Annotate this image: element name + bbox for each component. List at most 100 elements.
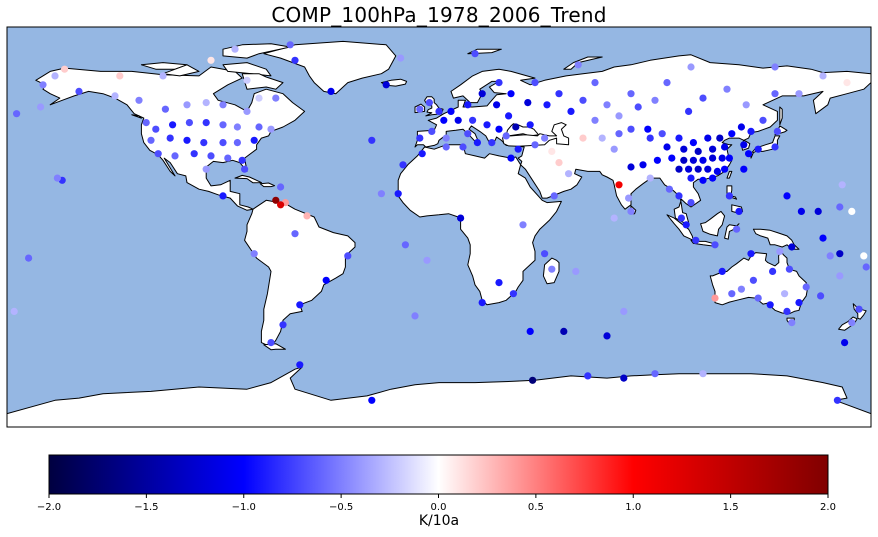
station-marker xyxy=(53,174,62,182)
station-marker xyxy=(723,85,731,93)
station-marker xyxy=(519,221,527,229)
station-marker xyxy=(862,263,870,271)
station-marker xyxy=(627,207,635,215)
station-marker xyxy=(841,339,849,347)
station-marker xyxy=(728,130,736,138)
station-marker xyxy=(435,107,443,115)
land-polygon xyxy=(244,199,356,348)
station-marker xyxy=(833,396,842,404)
station-marker xyxy=(797,207,806,215)
station-marker xyxy=(296,301,304,309)
colorbar-tick-label: −1.5 xyxy=(134,502,158,513)
station-marker xyxy=(507,154,515,162)
station-marker xyxy=(653,156,662,164)
station-marker xyxy=(202,165,210,173)
station-marker xyxy=(524,99,532,107)
station-marker xyxy=(836,250,844,258)
station-marker xyxy=(709,154,717,162)
colorbar-tick-label: −2.0 xyxy=(37,502,61,513)
land-polygon xyxy=(7,366,871,427)
station-marker xyxy=(627,125,635,133)
station-marker xyxy=(531,79,539,87)
station-marker xyxy=(771,63,779,71)
station-marker xyxy=(725,192,734,200)
station-marker xyxy=(680,156,688,164)
colorbar-tick-label: −1.0 xyxy=(232,502,256,513)
station-marker xyxy=(745,150,753,158)
station-marker xyxy=(747,127,755,135)
land-polygon xyxy=(162,64,200,77)
station-marker xyxy=(541,134,549,142)
station-marker xyxy=(224,154,232,162)
station-marker xyxy=(442,134,450,142)
station-marker xyxy=(771,143,779,151)
station-marker xyxy=(651,370,659,378)
station-marker xyxy=(742,101,750,109)
station-marker xyxy=(296,361,304,369)
station-marker xyxy=(689,139,698,147)
station-marker xyxy=(416,134,424,142)
station-marker xyxy=(411,312,419,320)
land-polygon xyxy=(234,174,262,184)
station-marker xyxy=(591,79,599,87)
station-marker xyxy=(502,132,510,140)
station-marker xyxy=(680,145,688,153)
station-marker xyxy=(459,143,467,151)
station-marker xyxy=(454,116,462,124)
colorbar-ticks: −2.0 −1.5 −1.0 −0.5 0.0 0.5 1.0 1.5 2.0 xyxy=(37,494,836,513)
station-marker xyxy=(514,145,522,153)
land-polygon xyxy=(779,106,783,126)
land-polygon xyxy=(222,62,272,77)
map-title: COMP_100hPa_1978_2006_Trend xyxy=(271,3,607,27)
station-marker xyxy=(111,92,119,100)
station-marker xyxy=(735,207,743,215)
station-marker xyxy=(644,125,652,133)
station-marker xyxy=(773,127,782,135)
station-marker xyxy=(428,127,436,135)
station-marker xyxy=(658,130,666,138)
station-marker xyxy=(560,327,568,335)
station-marker xyxy=(469,116,477,124)
station-marker xyxy=(471,50,479,58)
station-marker xyxy=(171,152,179,160)
station-marker xyxy=(711,241,719,249)
station-marker xyxy=(531,141,539,149)
station-marker xyxy=(250,250,258,258)
station-marker xyxy=(37,103,45,111)
station-marker xyxy=(291,56,299,64)
station-marker xyxy=(207,56,215,64)
station-marker xyxy=(267,339,275,347)
station-marker xyxy=(625,194,633,202)
station-marker xyxy=(848,319,856,327)
station-marker xyxy=(802,283,810,291)
station-marker xyxy=(795,299,803,307)
station-marker xyxy=(279,321,287,329)
station-marker xyxy=(565,170,573,178)
station-marker xyxy=(277,201,285,209)
station-marker xyxy=(250,136,258,144)
station-marker xyxy=(303,212,311,220)
station-marker xyxy=(694,147,702,155)
station-marker xyxy=(457,214,465,222)
station-marker xyxy=(39,81,47,89)
station-markers xyxy=(10,41,870,404)
station-marker xyxy=(721,165,729,173)
station-marker xyxy=(555,159,563,167)
station-marker xyxy=(291,230,299,238)
station-marker xyxy=(620,374,628,382)
station-marker xyxy=(788,243,796,251)
land-polygon xyxy=(241,73,284,90)
station-marker xyxy=(795,90,803,98)
station-marker xyxy=(159,72,167,80)
station-marker xyxy=(713,167,722,175)
station-marker xyxy=(646,174,654,182)
station-marker xyxy=(322,276,330,284)
station-marker xyxy=(584,372,592,380)
station-marker xyxy=(836,272,844,280)
station-marker xyxy=(255,94,263,102)
station-marker xyxy=(135,96,143,104)
station-marker xyxy=(231,45,239,53)
station-marker xyxy=(709,145,717,153)
colorbar: −2.0 −1.5 −1.0 −0.5 0.0 0.5 1.0 1.5 2.0 xyxy=(37,454,836,513)
station-marker xyxy=(51,72,59,80)
